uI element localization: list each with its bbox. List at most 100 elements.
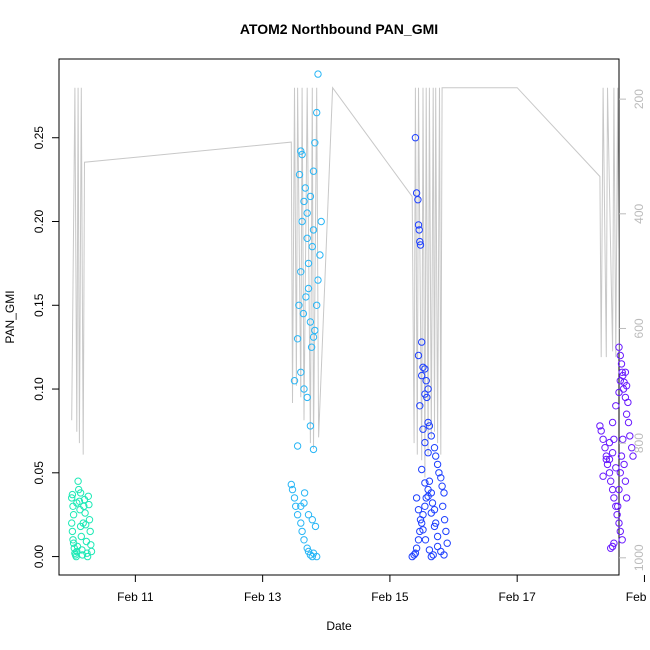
data-point bbox=[287, 480, 295, 489]
data-point bbox=[314, 70, 322, 78]
data-point bbox=[622, 410, 631, 418]
data-point bbox=[421, 479, 429, 487]
data-point bbox=[425, 546, 434, 554]
data-point bbox=[433, 460, 442, 469]
data-point bbox=[69, 536, 77, 544]
right-tick-label: 600 bbox=[632, 318, 646, 338]
data-point bbox=[429, 551, 437, 559]
data-point bbox=[292, 502, 300, 510]
data-point bbox=[295, 301, 303, 309]
y-axis-label: PAN_GMI bbox=[3, 290, 17, 343]
plot-frame bbox=[58, 58, 620, 576]
data-point bbox=[612, 502, 620, 510]
data-point bbox=[421, 438, 429, 447]
data-point bbox=[616, 351, 624, 360]
data-point bbox=[78, 551, 87, 559]
data-point bbox=[602, 455, 610, 464]
data-point bbox=[610, 435, 618, 443]
data-point bbox=[311, 326, 319, 335]
data-point bbox=[416, 402, 424, 410]
data-point bbox=[437, 474, 445, 482]
data-point bbox=[68, 527, 77, 536]
data-point bbox=[424, 418, 432, 427]
data-point bbox=[618, 368, 626, 376]
data-point bbox=[304, 511, 313, 519]
data-point bbox=[617, 360, 626, 368]
data-point bbox=[298, 527, 306, 536]
data-point bbox=[68, 494, 76, 502]
data-point bbox=[617, 452, 626, 460]
data-point bbox=[416, 516, 425, 524]
data-point bbox=[300, 536, 308, 544]
data-point bbox=[430, 444, 439, 452]
right-tick-label: 200 bbox=[632, 89, 646, 109]
data-point bbox=[303, 393, 311, 402]
data-point bbox=[306, 192, 315, 201]
data-point bbox=[297, 368, 305, 376]
data-point bbox=[608, 485, 617, 494]
data-point bbox=[301, 184, 309, 192]
data-point bbox=[629, 452, 637, 460]
y-tick-label: 0.00 bbox=[32, 545, 46, 569]
data-point bbox=[411, 549, 420, 557]
data-point bbox=[290, 377, 299, 385]
data-point bbox=[418, 465, 426, 474]
right-axis: 200 400 600 800 1000 bbox=[619, 89, 646, 571]
data-point bbox=[428, 499, 437, 507]
data-point bbox=[73, 499, 81, 507]
data-point bbox=[302, 293, 310, 301]
data-point bbox=[425, 422, 434, 430]
x-axis-label: Date bbox=[326, 619, 352, 633]
data-point bbox=[415, 226, 423, 234]
data-point bbox=[77, 532, 86, 541]
data-point bbox=[412, 494, 421, 502]
data-point bbox=[293, 335, 302, 343]
x-tick-label: Feb 11 bbox=[117, 590, 154, 604]
data-point bbox=[599, 435, 607, 443]
data-point bbox=[414, 506, 423, 514]
data-point bbox=[288, 485, 297, 494]
x-tick-label: Feb 17 bbox=[499, 590, 537, 604]
data-point bbox=[74, 477, 82, 485]
data-point bbox=[418, 371, 426, 380]
data-point bbox=[82, 537, 91, 546]
data-point bbox=[297, 519, 305, 527]
data-point bbox=[304, 284, 313, 293]
data-point bbox=[422, 494, 430, 502]
data-point bbox=[300, 197, 308, 206]
x-tick-label: Feb 19 bbox=[626, 590, 650, 604]
data-point bbox=[628, 444, 636, 452]
data-point bbox=[293, 511, 302, 519]
data-point bbox=[87, 541, 95, 549]
data-point bbox=[414, 196, 422, 204]
data-point bbox=[605, 469, 614, 477]
data-point bbox=[621, 368, 630, 376]
data-point bbox=[298, 150, 306, 159]
data-point bbox=[311, 139, 319, 147]
data-point bbox=[615, 485, 623, 494]
pressure-layer bbox=[71, 86, 619, 478]
data-point bbox=[418, 338, 426, 346]
data-point bbox=[622, 382, 631, 390]
data-point bbox=[610, 539, 618, 547]
data-point bbox=[613, 511, 621, 519]
data-point bbox=[601, 444, 609, 452]
data-point bbox=[622, 494, 631, 502]
data-point bbox=[440, 489, 448, 497]
data-point bbox=[416, 241, 425, 249]
data-point bbox=[603, 460, 612, 469]
data-point bbox=[624, 418, 633, 427]
data-point bbox=[414, 351, 423, 360]
data-point bbox=[412, 189, 421, 197]
data-point bbox=[317, 217, 325, 226]
data-point bbox=[597, 427, 605, 435]
data-point bbox=[608, 542, 617, 551]
data-point bbox=[414, 536, 423, 544]
data-point bbox=[316, 251, 324, 259]
data-point bbox=[87, 547, 96, 556]
data-point bbox=[303, 209, 311, 217]
data-point bbox=[414, 221, 423, 229]
data-point bbox=[309, 226, 318, 234]
y-tick-label: 0.05 bbox=[32, 461, 46, 485]
data-point bbox=[85, 500, 93, 509]
